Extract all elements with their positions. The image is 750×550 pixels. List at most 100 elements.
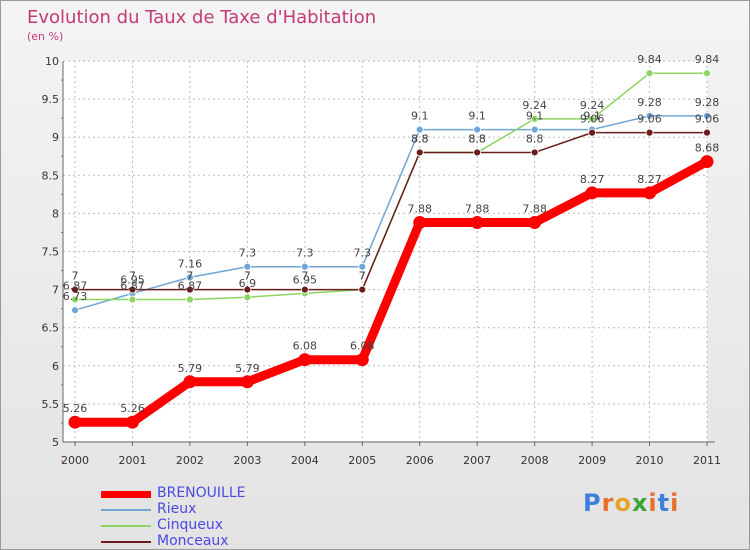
series-line-monceaux [74, 131, 708, 291]
data-label-brenouille: 5.26 [63, 402, 88, 415]
data-label-rieux: 9.1 [411, 110, 429, 123]
data-label-cinqueux: 8.8 [411, 132, 429, 145]
data-point-cinqueux [530, 115, 539, 123]
data-label-monceaux: 9.06 [637, 113, 662, 126]
y-tick-label: 7.5 [42, 246, 60, 259]
x-tick-label: 2002 [176, 454, 204, 467]
y-tick-label: 8 [52, 207, 59, 220]
data-label-rieux: 9.1 [583, 110, 601, 123]
data-label-brenouille: 5.79 [178, 362, 203, 375]
data-point-monceaux [415, 148, 424, 157]
y-tick-label: 9 [52, 131, 59, 144]
data-label-brenouille: 7.88 [407, 203, 432, 216]
data-label-rieux: 7.16 [178, 257, 203, 270]
data-label-brenouille: 8.27 [637, 173, 662, 186]
data-point-cinqueux [71, 295, 79, 304]
x-tick-label: 2007 [463, 454, 491, 467]
data-label-brenouille: 7.88 [522, 203, 547, 216]
data-point-brenouille [700, 155, 714, 169]
data-point-brenouille [413, 216, 427, 230]
series-line-rieux [74, 115, 708, 311]
data-label-monceaux: 8.8 [526, 132, 544, 145]
data-label-rieux: 9.1 [526, 110, 544, 123]
data-point-brenouille [298, 353, 312, 367]
x-tick-label: 2004 [291, 454, 319, 467]
data-point-brenouille [585, 186, 599, 200]
logo-letter: i [648, 489, 658, 517]
data-point-brenouille [470, 216, 484, 230]
data-label-rieux: 7.3 [296, 247, 314, 260]
data-point-monceaux [473, 148, 482, 157]
data-point-monceaux [186, 285, 194, 294]
data-label-cinqueux: 9.24 [522, 99, 547, 112]
data-point-rieux [703, 111, 711, 120]
data-label-cinqueux: 6.87 [178, 280, 203, 293]
data-label-brenouille: 8.68 [695, 142, 720, 155]
proxiti-logo: Proxiti [583, 489, 679, 517]
data-label-monceaux: 9.06 [580, 113, 605, 126]
data-point-brenouille [125, 415, 139, 429]
chart-title: Evolution du Taux de Taxe d'Habitation [27, 7, 377, 28]
data-label-rieux: 6.95 [120, 273, 145, 286]
legend-swatch-rieux [101, 509, 151, 511]
data-point-monceaux [530, 148, 539, 157]
x-tick-label: 2006 [406, 454, 434, 467]
x-tick-label: 2009 [578, 454, 606, 467]
data-point-cinqueux [645, 69, 654, 78]
data-point-cinqueux [128, 295, 137, 304]
data-point-rieux [473, 125, 482, 134]
legend-label-cinqueux: Cinqueux [157, 517, 224, 533]
y-tick-label: 5 [52, 436, 59, 449]
data-label-brenouille: 5.79 [235, 362, 260, 375]
data-point-brenouille [355, 353, 369, 367]
logo-letter: i [670, 489, 680, 517]
logo-letter: r [601, 489, 615, 517]
logo-letter: P [583, 489, 602, 517]
data-label-cinqueux: 6.87 [63, 280, 88, 293]
data-point-rieux [530, 125, 539, 134]
y-tick-label: 5.5 [42, 398, 60, 411]
data-point-monceaux [645, 128, 654, 137]
data-point-brenouille [183, 375, 197, 389]
data-label-brenouille: 6.08 [350, 340, 375, 353]
data-label-rieux: 7.3 [354, 247, 372, 260]
data-point-brenouille [68, 415, 82, 429]
x-tick-label: 2003 [233, 454, 261, 467]
data-label-monceaux: 8.8 [411, 132, 429, 145]
data-point-brenouille [240, 375, 254, 389]
data-point-cinqueux [703, 69, 711, 78]
data-label-monceaux: 7 [186, 270, 193, 283]
data-label-cinqueux: 9.84 [695, 53, 720, 66]
data-point-rieux [243, 262, 252, 271]
data-label-rieux: 9.1 [468, 110, 486, 123]
x-tick-label: 2005 [348, 454, 376, 467]
y-tick-label: 8.5 [42, 169, 60, 182]
data-point-rieux [71, 306, 79, 315]
legend-swatch-cinqueux [101, 525, 151, 527]
data-label-cinqueux: 7 [359, 270, 366, 283]
legend-label-brenouille: BRENOUILLE [157, 485, 246, 501]
data-label-cinqueux: 8.8 [468, 132, 486, 145]
x-tick-label: 2001 [118, 454, 146, 467]
data-point-cinqueux [588, 115, 596, 123]
x-tick-label: 2000 [61, 454, 89, 467]
data-label-monceaux: 7 [129, 270, 136, 283]
data-point-monceaux [588, 128, 596, 137]
data-point-monceaux [703, 128, 711, 137]
data-label-rieux: 6.73 [63, 290, 88, 303]
x-tick-label: 2011 [693, 454, 721, 467]
logo-letter: o [614, 489, 632, 517]
data-point-rieux [645, 111, 654, 120]
data-label-monceaux: 7 [72, 270, 79, 283]
series-line-brenouille [70, 157, 712, 427]
data-point-monceaux [243, 285, 252, 294]
data-label-brenouille: 5.26 [120, 402, 145, 415]
y-tick-label: 6.5 [42, 322, 60, 335]
data-point-cinqueux [243, 293, 252, 302]
data-label-monceaux: 7 [359, 270, 366, 283]
data-label-rieux: 9.28 [695, 96, 720, 109]
data-point-monceaux [358, 285, 367, 294]
data-point-monceaux [71, 285, 79, 294]
x-tick-label: 2010 [636, 454, 664, 467]
